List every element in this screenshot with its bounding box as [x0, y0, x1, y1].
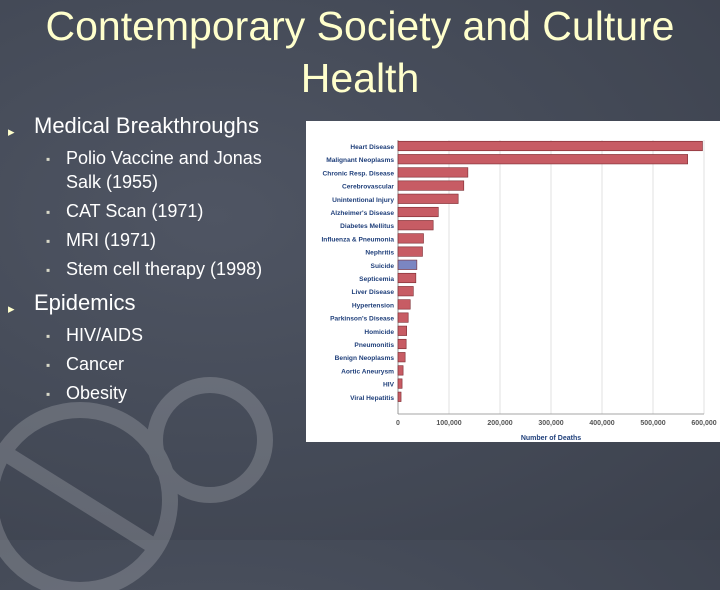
x-tick-label: 0	[396, 420, 400, 427]
square-bullet-icon: ▪	[46, 234, 51, 248]
square-bullet-icon: ▪	[46, 329, 51, 343]
category-label: Viral Hepatitis	[350, 395, 394, 402]
category-label: Hypertension	[352, 302, 394, 309]
bar	[397, 365, 404, 376]
sub-bullet-item: ▪ HIV/AIDS	[6, 323, 306, 347]
category-label: Malignant Neoplasms	[326, 157, 394, 164]
sub-bullet-label: HIV/AIDS	[66, 325, 144, 345]
chart-svg: 0 100,000 200,000 300,000 400,000 500,000 600,…	[321, 140, 717, 442]
bar	[397, 391, 402, 402]
category-label: Nephritis	[365, 250, 394, 257]
category-label: Benign Neoplasms	[335, 355, 395, 362]
bar	[397, 378, 403, 389]
sub-bullet-label: MRI (1971)	[66, 230, 157, 250]
bar	[397, 352, 406, 363]
sub-bullet-list: ▪ Polio Vaccine and Jonas Salk (1955) ▪ CA…	[6, 146, 306, 281]
bullet-medical-breakthroughs: ▸ Medical Breakthroughs	[6, 112, 306, 140]
sub-bullet-label: Polio Vaccine and Jonas Salk (1955)	[66, 148, 262, 192]
sub-bullet-label: Cancer	[66, 354, 125, 374]
bar	[397, 272, 417, 284]
x-tick-label: 300,000	[538, 420, 563, 427]
watermark-graphic	[0, 377, 273, 590]
sub-bullet-item: ▪ Stem cell therapy (1998)	[6, 257, 306, 281]
arrow-bullet-icon: ▸	[8, 124, 15, 139]
x-tick-label: 500,000	[640, 420, 665, 427]
category-label: Influenza & Pneumonia	[321, 236, 394, 243]
sub-bullet-label: Stem cell therapy (1998)	[66, 259, 263, 279]
bar	[397, 140, 703, 152]
category-label: Suicide	[371, 263, 395, 270]
square-bullet-icon: ▪	[46, 387, 51, 401]
bullet-epidemics: ▸ Epidemics	[6, 289, 306, 317]
bar	[397, 259, 418, 270]
x-tick-label: 600,000	[691, 420, 716, 427]
sub-bullet-item: ▪ Obesity	[6, 381, 306, 405]
category-label: Aortic Aneurysm	[341, 368, 394, 375]
square-bullet-icon: ▪	[46, 358, 51, 372]
category-label: Liver Disease	[351, 289, 394, 296]
bar	[397, 193, 459, 204]
deaths-bar-chart: 0 100,000 200,000 300,000 400,000 500,000 600,…	[306, 121, 720, 442]
bar	[397, 180, 465, 191]
category-label: Heart Disease	[350, 144, 394, 151]
x-tick-label: 100,000	[436, 420, 461, 427]
arrow-bullet-icon: ▸	[8, 301, 15, 316]
square-bullet-icon: ▪	[46, 205, 51, 219]
x-tick-label: 200,000	[487, 420, 512, 427]
bar	[397, 167, 469, 178]
category-label: Unintentional Injury	[332, 197, 394, 204]
category-label: Septicemia	[359, 276, 394, 283]
category-label: Alzheimer's Disease	[330, 210, 394, 217]
slide-title: Contemporary Society and Culture Health	[0, 0, 720, 104]
category-label: Homicide	[364, 329, 394, 336]
category-label: Diabetes Mellitus	[340, 223, 394, 230]
category-label: Pneumonitis	[354, 342, 394, 349]
title-line-1: Contemporary Society and Culture	[45, 3, 675, 49]
bar	[397, 246, 423, 257]
sub-bullet-item: ▪ Polio Vaccine and Jonas Salk (1955)	[6, 146, 306, 194]
bar	[397, 233, 424, 244]
title-line-2: Health	[300, 55, 420, 101]
category-label: Parkinson's Disease	[330, 316, 394, 323]
category-label: Cerebrovascular	[342, 184, 394, 191]
bar	[397, 286, 414, 297]
sub-bullet-item: ▪ CAT Scan (1971)	[6, 199, 306, 223]
bar	[397, 338, 407, 350]
bullet-list: ▸ Medical Breakthroughs ▪ Polio Vaccine a…	[6, 112, 306, 413]
bar	[397, 154, 688, 165]
square-bullet-icon: ▪	[46, 263, 51, 277]
bar	[397, 299, 411, 310]
sub-bullet-item: ▪ Cancer	[6, 352, 306, 376]
bullet-label: Medical Breakthroughs	[34, 113, 260, 138]
bar	[397, 206, 439, 218]
sub-bullet-label: CAT Scan (1971)	[66, 201, 204, 221]
bar	[397, 220, 434, 231]
bar	[397, 312, 409, 323]
sub-bullet-label: Obesity	[66, 383, 128, 403]
category-label: Chronic Resp. Disease	[323, 170, 395, 177]
sub-bullet-item: ▪ MRI (1971)	[6, 228, 306, 252]
sub-bullet-list: ▪ HIV/AIDS ▪ Cancer ▪ Obesity	[6, 323, 306, 405]
square-bullet-icon: ▪	[46, 152, 51, 166]
bullet-label: Epidemics	[34, 290, 136, 315]
x-axis-title: Number of Deaths	[521, 435, 581, 442]
bar	[397, 325, 407, 336]
category-label: HIV	[383, 382, 395, 389]
x-tick-label: 400,000	[589, 420, 614, 427]
